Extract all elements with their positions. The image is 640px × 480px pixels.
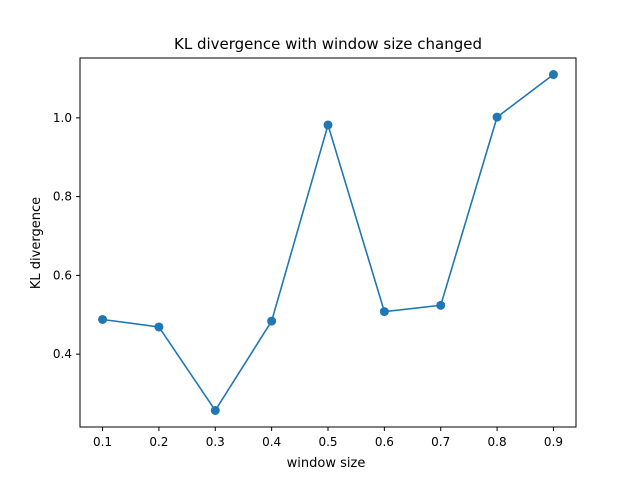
data-point-7 <box>436 300 446 310</box>
x-axis-label: window size <box>287 456 366 471</box>
x-tick-label: 0.7 <box>431 435 450 449</box>
x-tick-label: 0.8 <box>488 435 507 449</box>
data-point-9 <box>548 70 558 80</box>
data-point-2 <box>154 322 164 332</box>
data-point-3 <box>210 405 220 415</box>
data-point-4 <box>267 316 277 326</box>
y-tick-label: 1.0 <box>53 111 72 125</box>
chart-title: KL divergence with window size changed <box>174 35 482 53</box>
x-tick-label: 0.5 <box>318 435 337 449</box>
data-point-5 <box>323 120 333 130</box>
y-tick-label: 0.6 <box>53 268 72 282</box>
y-tick-label: 0.4 <box>53 347 72 361</box>
x-tick-label: 0.4 <box>262 435 281 449</box>
y-axis-label: KL divergence <box>29 197 44 289</box>
y-tick-label: 0.8 <box>53 190 72 204</box>
x-tick-label: 0.6 <box>375 435 394 449</box>
x-tick-label: 0.3 <box>206 435 225 449</box>
data-point-8 <box>492 112 502 122</box>
x-tick-label: 0.1 <box>93 435 112 449</box>
data-point-1 <box>98 314 108 324</box>
x-tick-label: 0.9 <box>544 435 563 449</box>
data-point-6 <box>379 307 389 317</box>
plot-area: 0.1 0.2 0.3 0.4 0.5 0.6 0.7 0.8 0.9 0.4 0.6 0.8 1.0 <box>53 57 577 449</box>
x-tick-label: 0.2 <box>149 435 168 449</box>
